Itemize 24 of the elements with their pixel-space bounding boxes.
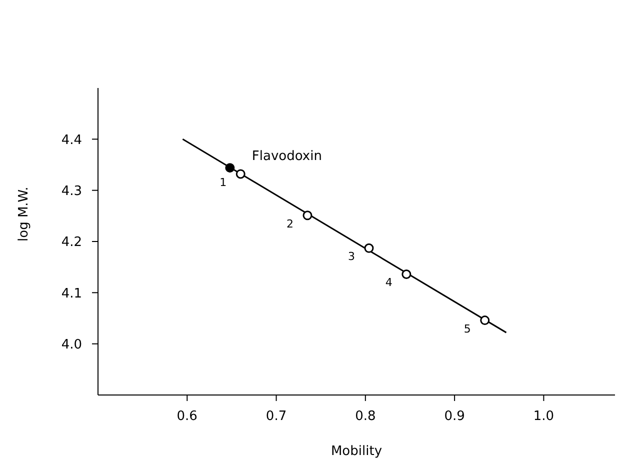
annotation: 5 (464, 322, 471, 336)
annotation: 4 (385, 276, 392, 290)
point (364, 243, 374, 253)
annotation: Flavodoxin (252, 148, 322, 164)
x-tick-label: 0.9 (444, 409, 465, 424)
y-tick-label: 4.1 (61, 286, 82, 302)
annotation: 1 (220, 176, 227, 189)
point (402, 269, 412, 279)
point (302, 210, 312, 220)
x-tick-label: 0.7 (266, 409, 287, 424)
annotation: 3 (348, 250, 355, 264)
point (480, 316, 490, 326)
x-tick-label: 1.0 (533, 409, 554, 424)
annotation: 2 (286, 217, 294, 230)
point (236, 169, 246, 179)
x-axis-title: Mobility (330, 444, 382, 459)
y-tick-label: 4.4 (61, 132, 82, 148)
y-tick-label: 4.0 (61, 337, 82, 352)
y-tick-label: 4.3 (61, 184, 82, 199)
y-tick-label: 4.2 (61, 235, 82, 250)
y-axis-title: log M.W. (16, 186, 32, 242)
point (225, 163, 235, 173)
x-tick-label: 0.6 (176, 409, 198, 424)
x-tick-label: 0.8 (355, 409, 376, 424)
